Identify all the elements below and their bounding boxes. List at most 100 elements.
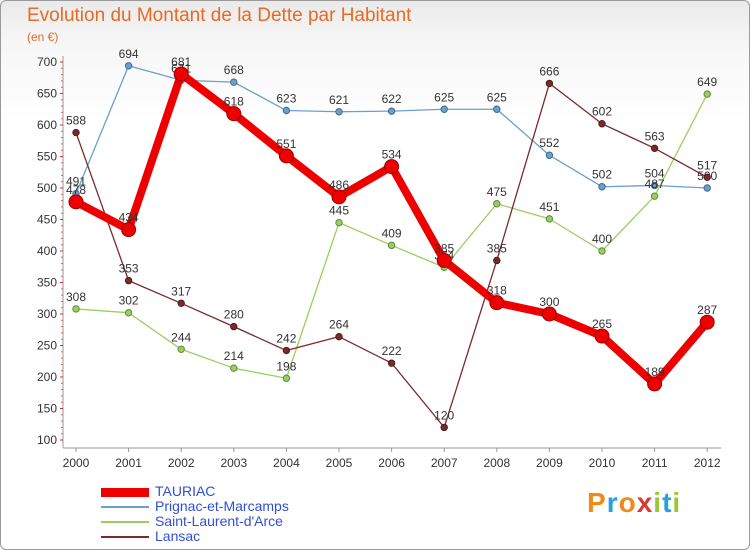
data-point-prignac-et-marcamps xyxy=(493,105,501,113)
data-label-saint-laurent-d-arce: 475 xyxy=(487,185,507,199)
data-point-saint-laurent-d-arce xyxy=(177,345,185,353)
data-label-prignac-et-marcamps: 502 xyxy=(592,168,612,182)
legend-swatch-prignac-et-marcamps xyxy=(101,506,149,508)
y-tick-label: 650 xyxy=(37,87,57,101)
data-label-saint-laurent-d-arce: 214 xyxy=(224,349,244,363)
data-label-tauriac: 486 xyxy=(329,178,349,192)
logo-letter: i xyxy=(672,487,682,518)
data-point-saint-laurent-d-arce xyxy=(545,215,554,223)
legend-item-prignac-et-marcamps: Prignac-et-Marcamps xyxy=(101,498,361,515)
data-point-lansac xyxy=(650,144,659,153)
data-point-lansac xyxy=(545,79,554,88)
data-point-prignac-et-marcamps xyxy=(545,151,554,159)
data-point-saint-laurent-d-arce xyxy=(72,305,80,313)
data-point-prignac-et-marcamps xyxy=(335,108,343,116)
data-label-lansac: 517 xyxy=(697,158,717,172)
data-label-tauriac: 551 xyxy=(276,137,296,151)
data-point-saint-laurent-d-arce xyxy=(493,200,501,208)
data-label-saint-laurent-d-arce: 487 xyxy=(645,177,665,191)
data-point-saint-laurent-d-arce xyxy=(230,364,238,372)
data-point-tauriac xyxy=(594,328,610,344)
data-label-prignac-et-marcamps: 504 xyxy=(645,166,665,180)
data-point-lansac xyxy=(282,346,291,355)
data-point-lansac xyxy=(124,276,133,285)
data-point-tauriac xyxy=(68,194,84,210)
legend-swatch-tauriac xyxy=(101,487,149,497)
x-tick-label: 2008 xyxy=(483,456,510,470)
data-point-prignac-et-marcamps xyxy=(598,183,606,191)
data-label-lansac: 602 xyxy=(592,105,612,119)
y-tick-label: 550 xyxy=(37,150,57,164)
chart-title: Evolution du Montant de la Dette par Hab… xyxy=(27,5,412,26)
series-line-lansac xyxy=(75,82,708,429)
data-label-saint-laurent-d-arce: 400 xyxy=(592,232,612,246)
data-label-prignac-et-marcamps: 552 xyxy=(539,136,559,150)
data-point-lansac xyxy=(598,120,606,128)
data-point-lansac xyxy=(177,299,185,307)
data-label-saint-laurent-d-arce: 244 xyxy=(171,330,191,344)
legend-item-saint-laurent-d-arce: Saint-Laurent-d'Arce xyxy=(101,513,361,530)
data-point-saint-laurent-d-arce xyxy=(703,90,711,98)
x-tick-label: 2009 xyxy=(536,456,563,470)
x-tick-label: 2012 xyxy=(694,456,721,470)
data-label-prignac-et-marcamps: 694 xyxy=(119,47,139,61)
legend-item-lansac: Lansac xyxy=(101,528,361,545)
data-point-tauriac xyxy=(331,189,347,205)
y-tick-label: 350 xyxy=(37,276,57,290)
data-point-lansac xyxy=(703,173,711,181)
data-point-tauriac xyxy=(489,295,505,311)
data-label-lansac: 242 xyxy=(276,332,296,346)
data-label-tauriac: 478 xyxy=(66,183,86,197)
data-point-tauriac xyxy=(647,376,663,392)
chart-subtitle: (en €) xyxy=(27,30,59,44)
legend-label-tauriac: TAURIAC xyxy=(155,483,216,499)
data-point-tauriac xyxy=(226,106,242,122)
data-label-prignac-et-marcamps: 625 xyxy=(487,90,507,104)
logo-letter: t xyxy=(662,487,673,518)
x-tick-label: 2007 xyxy=(431,456,458,470)
x-tick-label: 2005 xyxy=(326,456,353,470)
data-point-saint-laurent-d-arce xyxy=(282,374,291,382)
data-point-saint-laurent-d-arce xyxy=(387,241,396,250)
data-label-tauriac: 300 xyxy=(539,295,559,309)
x-tick-label: 2003 xyxy=(220,456,247,470)
data-label-lansac: 264 xyxy=(329,318,349,332)
data-label-tauriac: 318 xyxy=(487,284,507,298)
data-label-saint-laurent-d-arce: 302 xyxy=(119,294,139,308)
y-tick-label: 400 xyxy=(37,244,57,258)
x-tick-label: 2002 xyxy=(168,456,195,470)
data-label-tauriac: 534 xyxy=(382,148,402,162)
data-label-prignac-et-marcamps: 668 xyxy=(224,63,244,77)
data-point-tauriac xyxy=(436,252,452,268)
data-point-prignac-et-marcamps xyxy=(650,181,659,190)
data-label-lansac: 385 xyxy=(487,241,507,255)
logo-letter: x xyxy=(636,487,654,518)
y-tick-label: 100 xyxy=(37,433,57,447)
data-label-prignac-et-marcamps: 491 xyxy=(66,175,86,189)
data-point-lansac xyxy=(230,322,238,331)
x-tick-label: 2004 xyxy=(273,456,300,470)
data-label-lansac: 120 xyxy=(434,408,454,422)
data-point-saint-laurent-d-arce xyxy=(598,247,606,255)
data-label-prignac-et-marcamps: 623 xyxy=(276,92,296,106)
data-label-lansac: 353 xyxy=(119,262,139,276)
y-tick-label: 250 xyxy=(37,339,57,353)
data-point-lansac xyxy=(493,256,501,265)
data-point-tauriac xyxy=(541,306,557,322)
data-point-saint-laurent-d-arce xyxy=(650,192,659,200)
data-point-tauriac xyxy=(699,314,715,330)
data-label-prignac-et-marcamps: 622 xyxy=(382,92,402,106)
data-point-tauriac xyxy=(173,66,189,82)
data-point-prignac-et-marcamps xyxy=(703,184,711,192)
y-tick-label: 600 xyxy=(37,118,57,132)
data-point-prignac-et-marcamps xyxy=(440,105,448,113)
data-point-tauriac xyxy=(278,148,294,164)
data-label-lansac: 666 xyxy=(539,64,559,78)
proxiti-logo: Proxiti xyxy=(587,487,681,519)
data-label-tauriac: 385 xyxy=(434,241,454,255)
data-label-lansac: 280 xyxy=(224,308,244,322)
y-tick-label: 700 xyxy=(37,55,57,69)
data-point-tauriac xyxy=(384,159,400,175)
x-tick-label: 2000 xyxy=(63,456,90,470)
data-label-saint-laurent-d-arce: 649 xyxy=(697,75,717,89)
